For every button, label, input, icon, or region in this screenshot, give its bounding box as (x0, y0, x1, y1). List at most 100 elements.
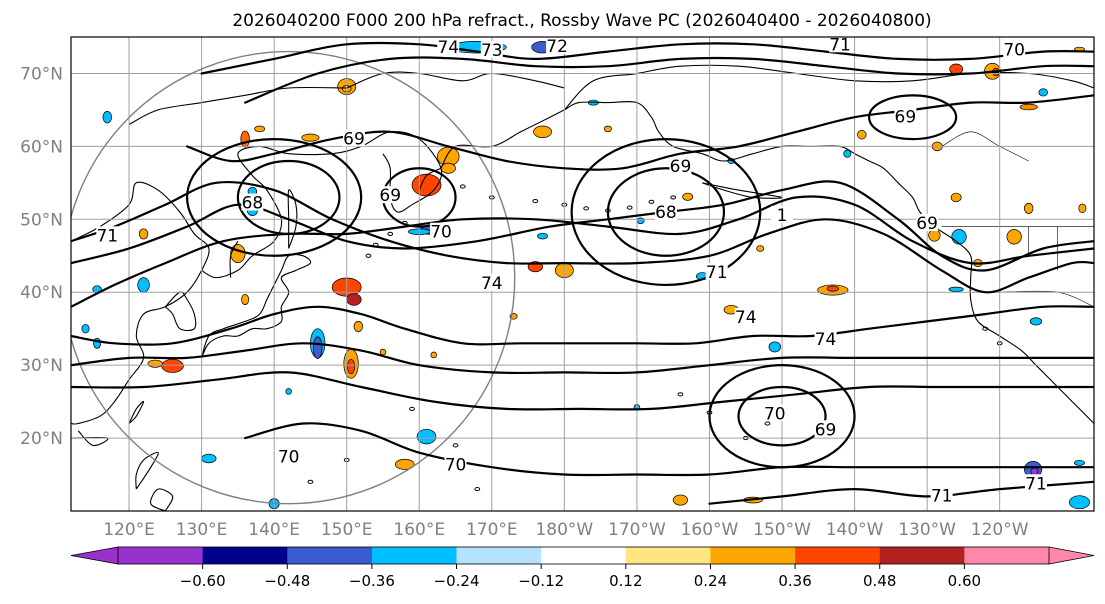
anomaly-blob (379, 348, 387, 356)
coastline (128, 86, 347, 125)
colorbar-label: 0.24 (694, 572, 727, 590)
anomaly-blob (1023, 202, 1034, 214)
island (532, 198, 539, 204)
anomaly-blob (394, 458, 415, 470)
contour-label-background (546, 37, 569, 54)
longitude-label: 140°E (248, 520, 300, 540)
colorbar-label: −0.12 (518, 572, 564, 590)
anomaly-blob (137, 277, 150, 293)
colorbar-segment (625, 547, 711, 564)
contour-label: 69 (916, 214, 938, 234)
anomaly-blob (1038, 88, 1048, 97)
anomaly-blob (826, 285, 839, 292)
anomaly-blob (81, 323, 90, 334)
longitude-label: 150°W (753, 520, 811, 540)
colorbar-label: −0.36 (349, 572, 395, 590)
closed-contour (236, 159, 341, 235)
contour-line (200, 41, 1094, 75)
contour-label-background (444, 455, 467, 473)
contour-label-layer: 74 73 72 71 70 69 69 69 68 68 69 70 71 74 71 1 69 74 74 70 6… (96, 37, 1047, 507)
coastline (287, 189, 298, 249)
region-circle-layer (71, 50, 516, 505)
anomaly-blob (537, 232, 549, 240)
anomaly-blob (346, 293, 362, 306)
island (583, 206, 590, 211)
contour-label-background (480, 41, 503, 59)
contour-label: 68 (655, 203, 677, 223)
anomaly-blob (533, 125, 553, 138)
region-circle (71, 50, 516, 505)
coastline (201, 253, 312, 359)
contour-label: 1 (777, 206, 788, 226)
contour-label: 69 (895, 107, 917, 127)
coastline (135, 451, 159, 490)
anomaly-blob (138, 228, 149, 240)
political-border (941, 131, 1029, 162)
contour-line (71, 195, 1094, 308)
anomaly-blob (430, 351, 438, 359)
colorbar-segment (371, 547, 458, 564)
island (982, 326, 989, 331)
anomaly-blob (948, 286, 964, 292)
colorbar-frame (117, 546, 1050, 565)
coastline (418, 167, 442, 191)
anomaly-blob (857, 129, 867, 140)
contour-label: 71 (96, 226, 118, 246)
closed-contour (708, 364, 856, 469)
contour-label: 69 (379, 186, 401, 206)
anomaly-blob (102, 111, 112, 124)
longitude-labels: 120°E 130°E 140°E 150°E 160°E 170°E 180°W 170°W… (103, 520, 1029, 540)
contour-line (244, 422, 1094, 477)
contour-label: 70 (764, 404, 786, 424)
contour-label-background (763, 404, 786, 422)
longitude-label: 120°E (103, 520, 155, 540)
contour-label-background (916, 213, 939, 231)
contour-label-background (342, 129, 365, 147)
contour-label: 70 (445, 455, 467, 475)
coastline (440, 100, 1094, 424)
contour-label-background (814, 420, 837, 438)
anomaly-blob (347, 358, 356, 375)
contour-line (71, 342, 1094, 375)
anomaly-blob (756, 245, 765, 252)
map-frame (70, 36, 1095, 512)
anomaly-blob (843, 149, 852, 158)
island (459, 184, 466, 189)
contour-label-background (241, 193, 264, 211)
island (764, 421, 771, 426)
anomaly-blob (301, 133, 320, 142)
contour-label-background (669, 157, 692, 175)
contour-label-background (480, 273, 503, 291)
longitude-label: 160°E (393, 520, 445, 540)
island (409, 406, 415, 412)
contour-label: 69 (343, 129, 365, 149)
contour-label-background (277, 447, 300, 465)
contour-label: 70 (278, 447, 300, 467)
latitude-label: 30°N (20, 356, 63, 376)
colorbar-segment (541, 547, 627, 564)
colorbar-label: 0.48 (863, 572, 896, 590)
contour-label-background (96, 226, 119, 244)
colorbar-label: −0.24 (434, 572, 480, 590)
anomaly-blob (682, 192, 694, 201)
contour-label-background (1024, 474, 1047, 492)
closed-contour (867, 94, 958, 141)
anomaly-blob (672, 494, 689, 506)
closed-contour (737, 385, 827, 447)
contour-label-background (430, 222, 453, 240)
island (452, 443, 459, 448)
contour-label: 68 (242, 194, 264, 214)
contour-label-background (814, 329, 837, 347)
coastline (201, 130, 443, 279)
colorbar-segment (795, 547, 881, 564)
island (474, 487, 481, 492)
contour-label: 74 (735, 308, 757, 328)
island (677, 392, 684, 397)
longitude-label: 180°W (535, 520, 593, 540)
anomaly-blob (240, 130, 250, 148)
anomaly-blob (147, 359, 163, 368)
anomaly-blob (201, 453, 217, 464)
longitude-label: 130°E (176, 520, 228, 540)
contour-label: 72 (546, 37, 568, 57)
contour-label: 71 (931, 487, 953, 507)
